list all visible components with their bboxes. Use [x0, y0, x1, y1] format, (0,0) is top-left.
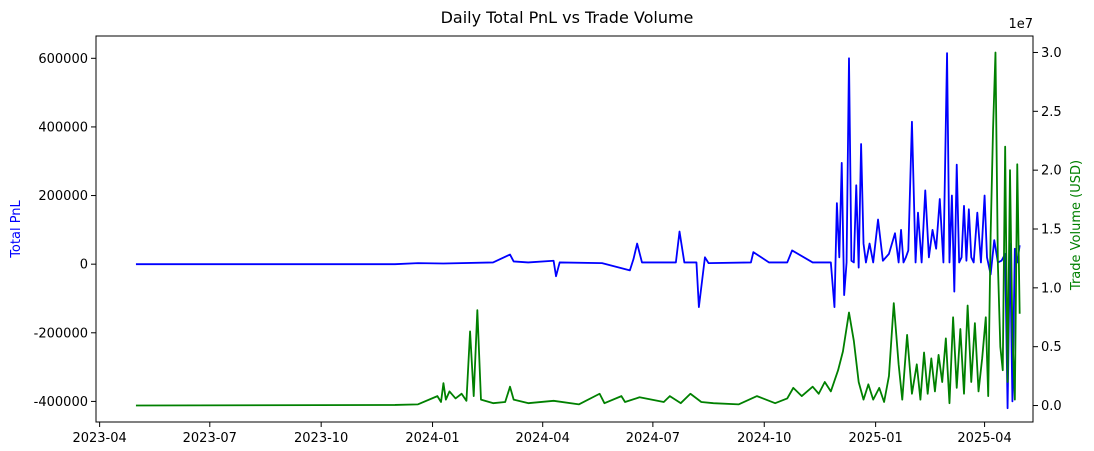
left-y-tick-label: -400000 — [34, 395, 88, 410]
right-y-tick-label: 1.5 — [1041, 223, 1062, 238]
x-axis: 2023-04 2023-07 2023-10 2024-01 2024-04 2024-… — [72, 422, 1012, 446]
plot-frame — [95, 35, 1034, 423]
series-line-trade-volume — [135, 51, 1021, 407]
left-y-tick-label: -200000 — [34, 326, 88, 341]
left-y-axis-label: Total PnL — [9, 199, 24, 258]
x-tick-label: 2024-07 — [626, 431, 680, 446]
series-line-total-pnl — [135, 52, 1021, 410]
x-tick-label: 2024-10 — [737, 431, 791, 446]
left-y-tick-label: 0 — [80, 258, 88, 273]
right-y-tick-label: 2.0 — [1041, 164, 1062, 179]
x-tick-label: 2025-01 — [848, 431, 902, 446]
right-y-tick-label: 0.5 — [1041, 340, 1062, 355]
left-y-tick-label: 600000 — [38, 52, 88, 67]
right-axis-offset-text: 1e7 — [1008, 17, 1033, 32]
left-y-tick-label: 400000 — [38, 120, 88, 135]
chart-title: Daily Total PnL vs Trade Volume — [441, 8, 694, 27]
right-y-tick-label: 3.0 — [1041, 46, 1062, 61]
right-y-tick-label: 0.0 — [1041, 399, 1062, 414]
x-tick-label: 2024-04 — [516, 431, 570, 446]
left-y-axis: -400000 -200000 0 200000 400000 600000 — [34, 52, 96, 410]
right-y-axis: 0.0 0.5 1.0 1.5 2.0 2.5 3.0 — [1033, 46, 1062, 414]
x-tick-label: 2025-04 — [957, 431, 1011, 446]
x-tick-label: 2024-01 — [405, 431, 459, 446]
x-tick-label: 2023-07 — [183, 431, 237, 446]
left-y-tick-label: 200000 — [38, 189, 88, 204]
x-tick-label: 2023-10 — [294, 431, 348, 446]
x-tick-label: 2023-04 — [72, 431, 126, 446]
right-y-axis-label: Trade Volume (USD) — [1069, 160, 1084, 291]
right-y-tick-label: 1.0 — [1041, 281, 1062, 296]
right-y-tick-label: 2.5 — [1041, 105, 1062, 120]
